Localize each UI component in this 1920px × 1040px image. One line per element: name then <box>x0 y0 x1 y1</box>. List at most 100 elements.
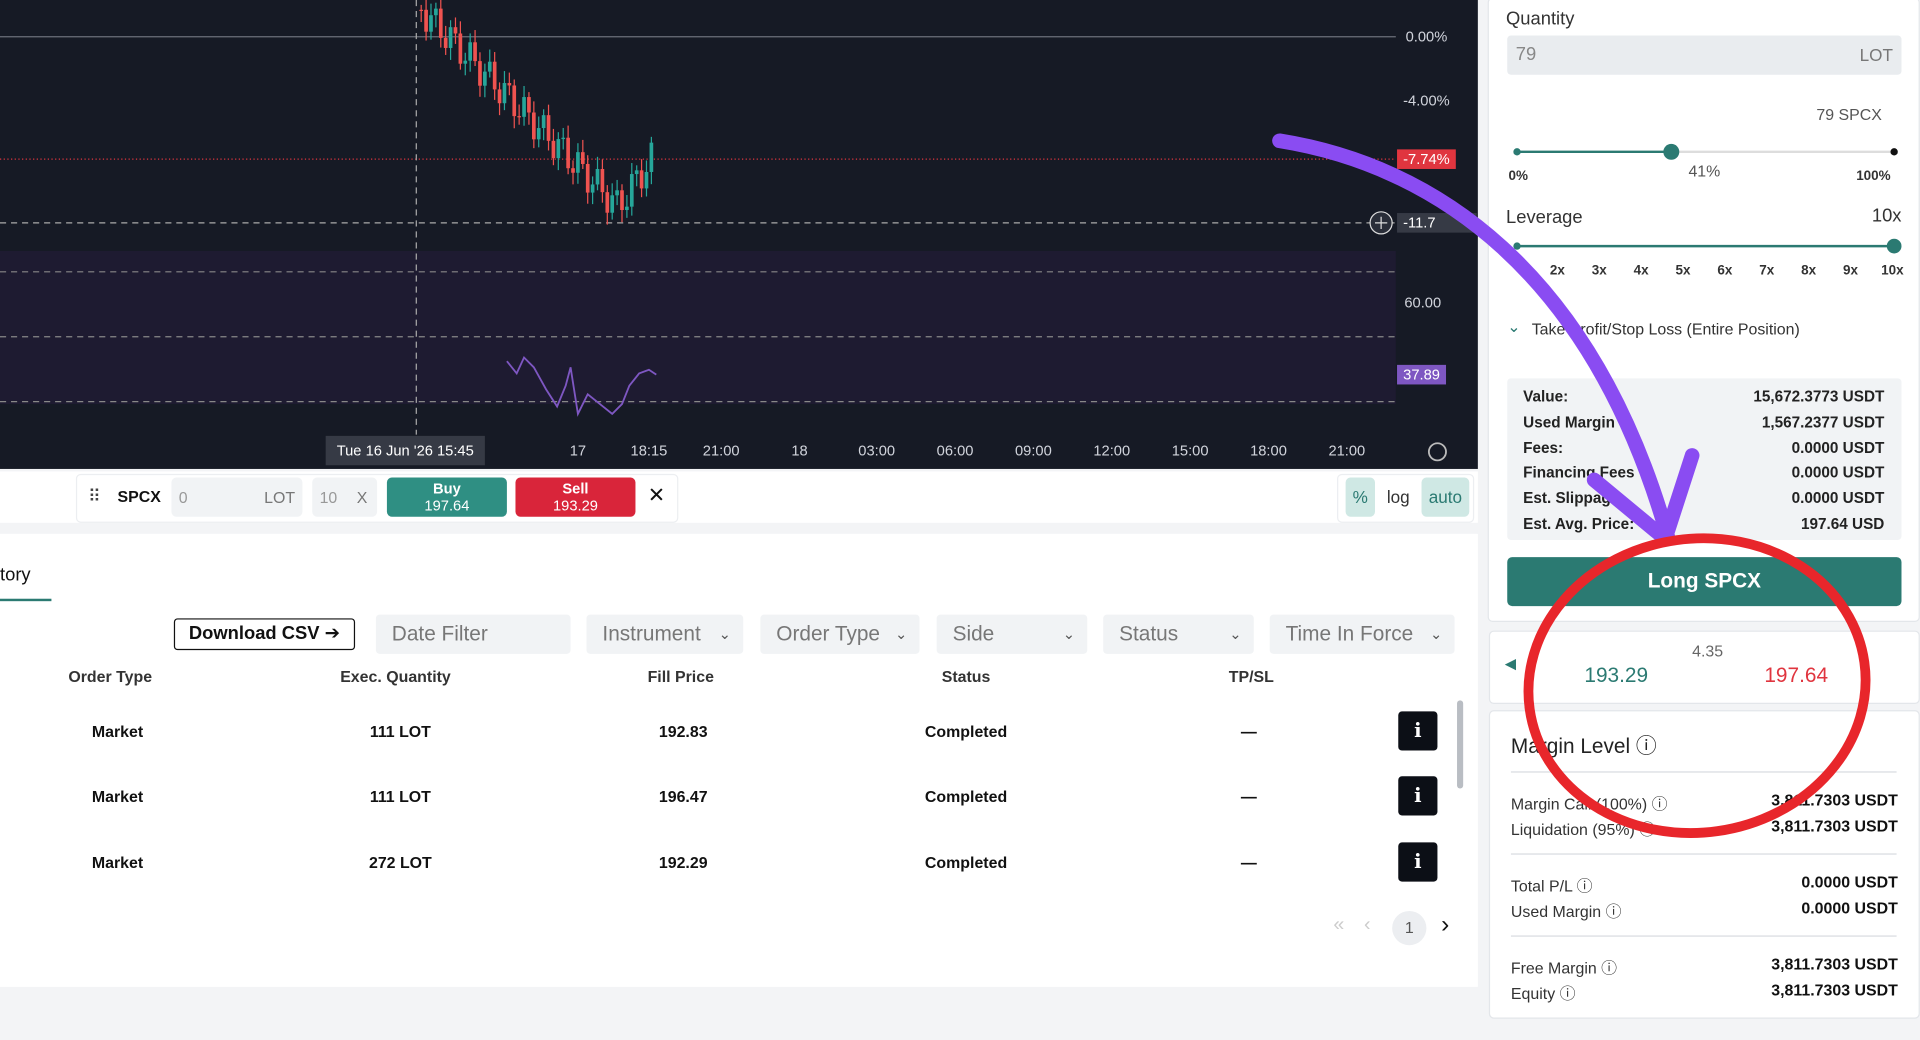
summary-value: 0.0000 USDT <box>1791 464 1885 482</box>
candle-body <box>424 9 428 32</box>
info-icon[interactable]: ⓘ <box>1647 794 1668 814</box>
order-summary <box>1507 378 1902 540</box>
time-label: 06:00 <box>936 442 974 460</box>
leverage-label: Leverage <box>1506 206 1583 228</box>
chart-canvas <box>0 0 1447 462</box>
leverage-input[interactable]: 10 X <box>312 477 378 517</box>
annotation-arrow <box>1272 133 1675 544</box>
dropdown-icon: ⌄ <box>718 625 731 643</box>
price-chart[interactable]: 0.00% -4.00% -7.74% -11.7 60.00 37.89 Tu… <box>0 0 1478 469</box>
divider <box>1510 771 1897 773</box>
info-icon[interactable]: ⓘ <box>1601 902 1622 921</box>
download-label: Download CSV <box>188 623 320 645</box>
quantity-input[interactable]: 79 LOT <box>1507 35 1902 75</box>
time-label: 12:00 <box>1093 442 1131 460</box>
quantity-label: Quantity <box>1506 8 1575 30</box>
filter[interactable]: Order Type ⌄ <box>760 614 920 654</box>
candle-body <box>566 137 570 169</box>
spread: 4.35 <box>1692 641 1724 660</box>
percent-button[interactable]: % <box>1345 477 1376 517</box>
slider-label: 41% <box>1688 161 1721 180</box>
info-icon[interactable]: ⓘ <box>1596 958 1618 978</box>
leverage-tick: 3x <box>1591 263 1607 278</box>
filter[interactable]: Status ⌄ <box>1103 614 1254 654</box>
indicator-tag: 37.89 <box>1397 364 1447 385</box>
order-bar: ⠿ SPCX 0 LOT 10 X Buy 197.64 Sell 193.29… <box>0 471 1478 523</box>
margin-value: 0.0000 USDT <box>1801 872 1898 892</box>
summary-label: Financing Fees <box>1523 464 1635 482</box>
summary-label: Fees: <box>1523 439 1564 457</box>
leverage-tick: 10x <box>1881 263 1904 278</box>
leverage-tick: 4x <box>1633 263 1649 278</box>
candle-body <box>639 170 644 189</box>
crosshair-time: Tue 16 Jun '26 15:45 <box>325 435 485 466</box>
dropdown-icon: ⌄ <box>1062 625 1076 643</box>
candle-body <box>605 192 610 213</box>
info-icon[interactable]: ⓘ <box>1572 876 1593 896</box>
info-button[interactable]: i <box>1398 776 1438 816</box>
margin-value: 3,811.7303 USDT <box>1771 980 1898 1000</box>
candle-body <box>644 171 649 189</box>
filter[interactable]: Instrument ⌄ <box>586 614 744 654</box>
margin-label-text: Liquidation (95%) <box>1510 820 1635 839</box>
info-icon[interactable]: ⓘ <box>1555 984 1576 1003</box>
candle-body <box>429 15 433 32</box>
filter-label: Date Filter <box>391 621 488 646</box>
slider-dot <box>1513 242 1521 250</box>
tpsl-chevron[interactable]: ⌄ <box>1507 317 1521 336</box>
tpsl-toggle[interactable]: Take Profit/Stop Loss (Entire Position) <box>1531 319 1800 338</box>
cell: 192.29 <box>658 853 708 872</box>
long-button[interactable]: Long SPCX <box>1507 557 1902 607</box>
collapse-arrow[interactable]: ◀ <box>1504 655 1517 673</box>
quantity-input[interactable]: 0 LOT <box>171 477 303 517</box>
info-button[interactable]: i <box>1398 711 1438 751</box>
history-tab[interactable]: tory <box>0 564 31 586</box>
leverage-knob[interactable] <box>1886 238 1902 254</box>
cell: 192.83 <box>658 722 708 741</box>
sell-button[interactable]: Sell 193.29 <box>515 477 636 517</box>
summary-value: 0.0000 USDT <box>1791 439 1885 457</box>
cell: Market <box>91 787 144 806</box>
margin-label: Total P/L ⓘ <box>1511 873 1593 896</box>
buy-button[interactable]: Buy 197.64 <box>386 477 507 517</box>
info-button[interactable]: i <box>1398 842 1438 882</box>
candle-body <box>463 60 468 64</box>
summary-value: 15,672.3773 USDT <box>1753 388 1885 406</box>
quantity-knob[interactable] <box>1663 143 1680 160</box>
candle-body <box>620 190 624 211</box>
close-button[interactable]: ✕ <box>647 483 666 507</box>
quantity-value: 0 <box>178 488 188 507</box>
margin-label: Free Margin ⓘ <box>1511 955 1617 978</box>
download-csv[interactable]: Download CSV ➔ <box>173 618 356 651</box>
prev-page[interactable]: ‹ <box>1363 914 1371 936</box>
filter[interactable]: Time In Force ⌄ <box>1269 614 1455 654</box>
cell: — <box>1240 853 1257 872</box>
dropdown-icon: ⌄ <box>894 625 908 643</box>
page-number[interactable]: 1 <box>1392 910 1427 946</box>
quick-order <box>75 473 679 523</box>
sliders[interactable] <box>1489 121 1919 268</box>
summary-label: Used Margin <box>1523 413 1616 431</box>
filter-label: Instrument <box>602 621 701 646</box>
scrollbar[interactable] <box>1457 700 1464 789</box>
margin-value: 3,811.7303 USDT <box>1771 816 1898 836</box>
margin-panel: Margin Level ⓘ Margin Call (100%) ⓘ 3,811… <box>1488 710 1920 1019</box>
auto-button[interactable]: auto <box>1421 477 1470 517</box>
drag-handle[interactable]: ⠿ <box>88 486 101 506</box>
candle-body <box>517 116 521 118</box>
candle-body <box>502 83 507 104</box>
log-button[interactable]: log <box>1386 487 1410 507</box>
candle-body <box>629 174 634 207</box>
filter[interactable]: Side ⌄ <box>936 614 1088 654</box>
margin-value: 0.0000 USDT <box>1801 898 1898 918</box>
next-page[interactable]: › <box>1441 910 1450 938</box>
tab-underline <box>0 598 52 602</box>
first-page[interactable]: « <box>1333 914 1345 936</box>
candle-body <box>473 42 477 62</box>
settings-icon[interactable] <box>1427 442 1447 462</box>
buy-label: Buy <box>433 479 461 498</box>
leverage-value: 10 <box>319 488 338 507</box>
filter[interactable]: Date Filter <box>375 614 571 654</box>
margin-label: Margin Call (100%) ⓘ <box>1511 791 1668 814</box>
